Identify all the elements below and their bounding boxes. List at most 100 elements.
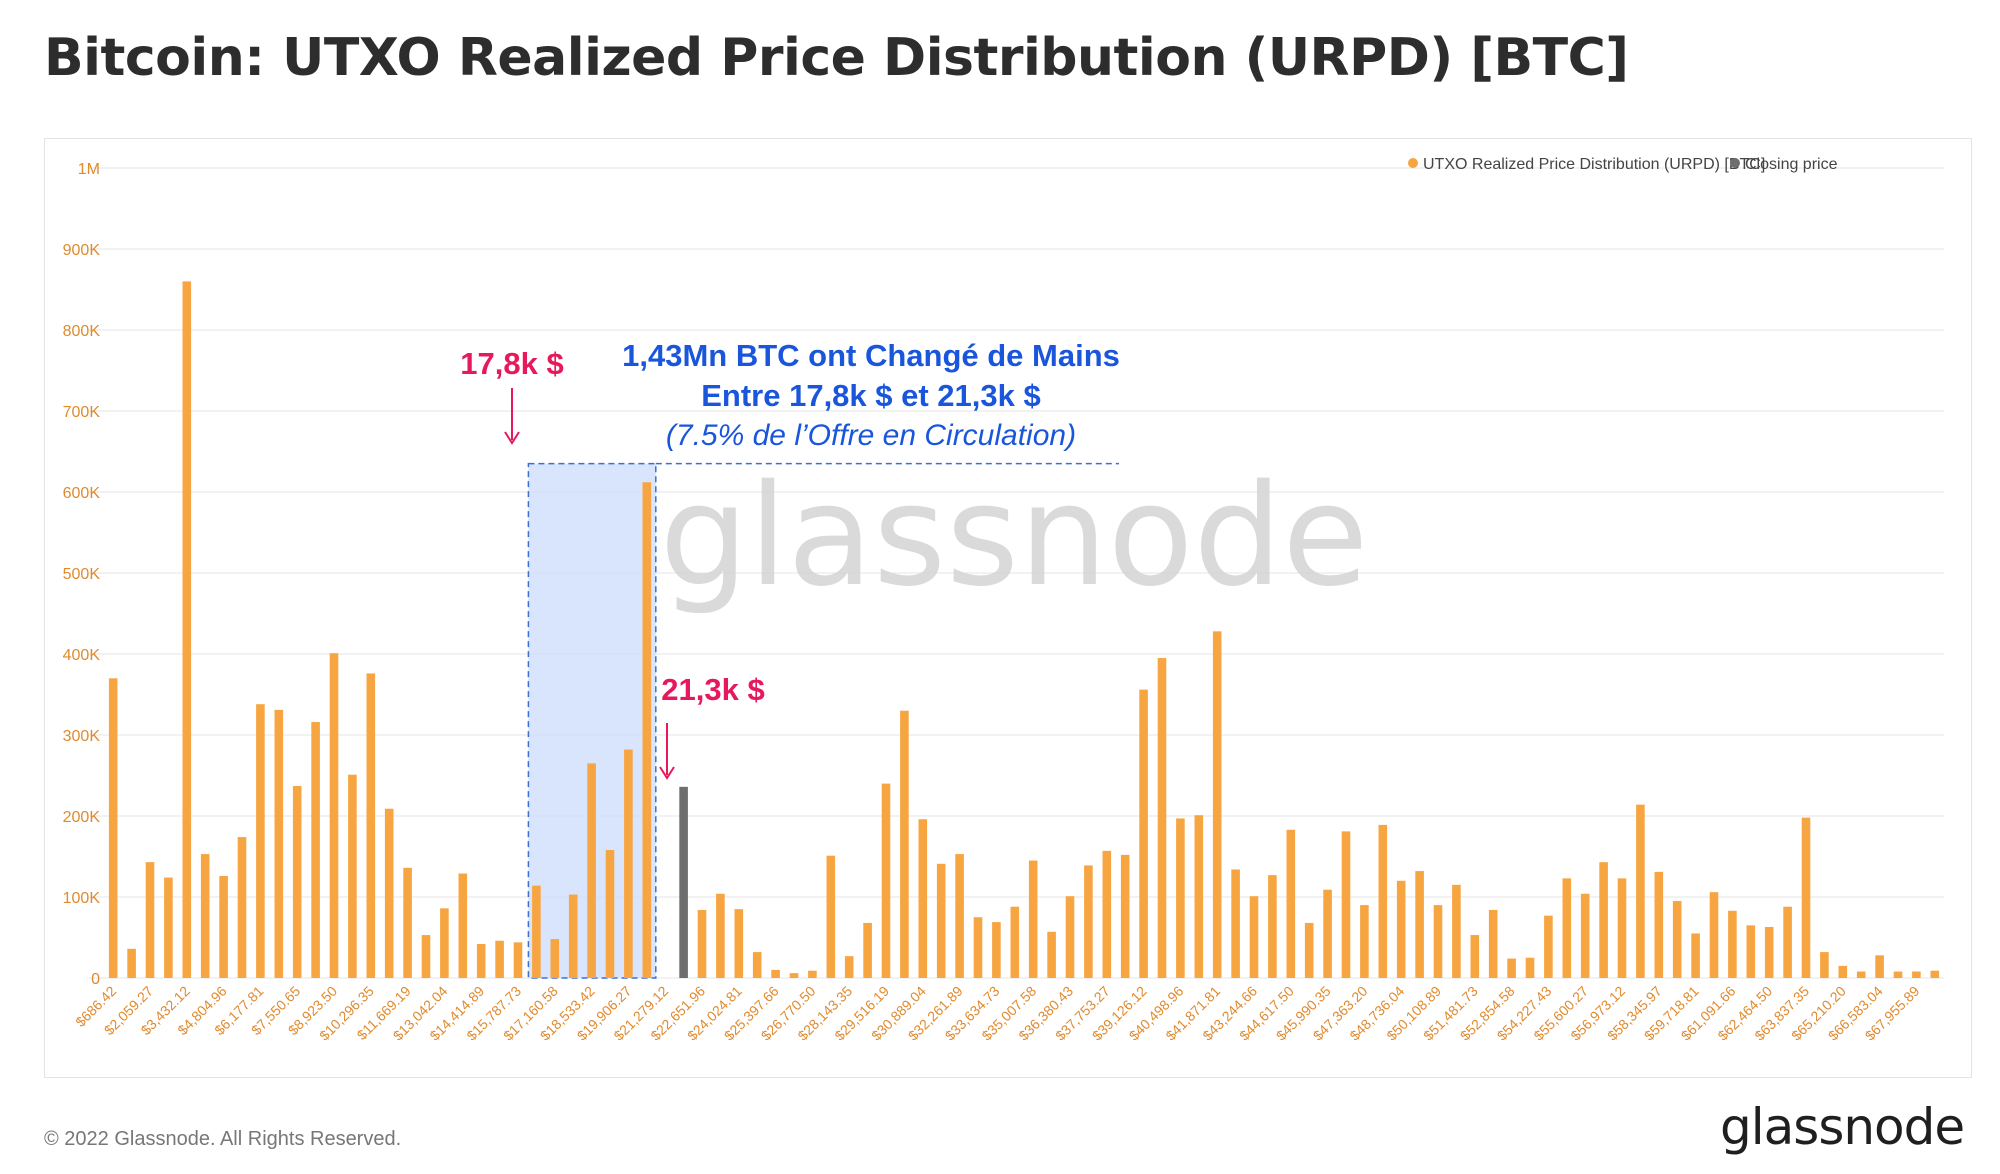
urpd-bar xyxy=(1783,906,1792,978)
closing-price-bar xyxy=(679,786,688,978)
arrow-left-head xyxy=(504,431,520,445)
urpd-bar xyxy=(1047,931,1056,978)
urpd-bar xyxy=(826,855,836,978)
urpd-bar xyxy=(1396,880,1406,978)
urpd-bar xyxy=(164,877,173,978)
annotation-left-price: 17,8k $ xyxy=(460,346,563,381)
urpd-bar xyxy=(1102,850,1112,978)
urpd-bar xyxy=(1544,915,1553,978)
urpd-bar xyxy=(237,837,247,978)
urpd-bar xyxy=(1028,860,1038,978)
urpd-bar xyxy=(550,939,560,978)
urpd-bar xyxy=(127,948,136,978)
footer-copyright: © 2022 Glassnode. All Rights Reserved. xyxy=(44,1128,402,1150)
urpd-bar xyxy=(1636,804,1645,978)
y-axis: 0 100K 200K 300K 400K 500K 600K 700K 800K 900K 1M xyxy=(63,161,101,988)
urpd-bar xyxy=(936,863,946,978)
urpd-bar xyxy=(568,894,578,978)
annotation-box-line1: 1,43Mn BTC ont Changé de Mains xyxy=(622,338,1120,373)
urpd-bar xyxy=(863,922,872,978)
urpd-bar xyxy=(1617,878,1627,978)
urpd-bar xyxy=(881,783,891,978)
urpd-bar xyxy=(1212,631,1222,978)
urpd-bar xyxy=(587,763,596,978)
urpd-bar xyxy=(955,854,964,978)
y-tick-label: 900K xyxy=(63,242,101,259)
urpd-bar xyxy=(734,909,744,978)
urpd-bar xyxy=(1930,970,1940,978)
urpd-bar xyxy=(458,873,468,978)
annotation-box-line2: Entre 17,8k $ et 21,3k $ xyxy=(701,378,1041,413)
urpd-bar xyxy=(348,774,357,978)
urpd-bar xyxy=(1801,817,1811,978)
urpd-chart: 0100K200K300K400K500K600K700K800K900K1M … xyxy=(44,138,1972,1078)
urpd-bar xyxy=(1746,925,1756,978)
urpd-bar xyxy=(716,893,725,978)
urpd-bar xyxy=(421,935,431,978)
urpd-bar xyxy=(1249,896,1259,978)
urpd-bar xyxy=(513,942,523,978)
y-tick-label: 500K xyxy=(63,566,101,583)
urpd-bar xyxy=(1728,910,1737,978)
legend-label-closing: Closing price xyxy=(1745,156,1838,173)
urpd-bar xyxy=(1268,875,1277,978)
urpd-bar xyxy=(495,940,504,978)
urpd-bar xyxy=(1709,892,1719,978)
y-tick-label: 700K xyxy=(63,404,101,421)
urpd-bar xyxy=(752,952,762,978)
urpd-bar xyxy=(1599,862,1608,978)
urpd-bar xyxy=(1893,971,1903,978)
urpd-bar xyxy=(1452,884,1461,978)
urpd-bar xyxy=(1084,865,1093,978)
urpd-bar xyxy=(1194,815,1204,978)
urpd-bar xyxy=(1875,955,1884,978)
legend-dot-closing xyxy=(1730,158,1740,168)
urpd-bar xyxy=(844,956,854,978)
urpd-bar xyxy=(145,862,155,978)
urpd-bar xyxy=(1562,878,1572,978)
urpd-bar xyxy=(1286,829,1296,978)
legend-label-urpd: UTXO Realized Price Distribution (URPD) … xyxy=(1423,156,1765,173)
urpd-bar xyxy=(642,482,652,978)
urpd-bar xyxy=(1304,922,1314,978)
urpd-bar xyxy=(1838,965,1848,978)
urpd-bar xyxy=(1120,854,1130,978)
urpd-bar xyxy=(1525,957,1535,978)
urpd-bar xyxy=(1378,824,1388,978)
annotation-right-price: 21,3k $ xyxy=(661,672,764,707)
urpd-bar xyxy=(108,678,118,978)
urpd-bar xyxy=(200,854,210,978)
chart-border xyxy=(44,138,1972,1078)
urpd-bar xyxy=(1010,906,1020,978)
bars xyxy=(108,281,1940,978)
urpd-bar xyxy=(1176,818,1185,978)
urpd-bar xyxy=(384,808,394,978)
y-tick-label: 100K xyxy=(63,890,101,907)
urpd-bar xyxy=(771,969,780,978)
urpd-bar xyxy=(1488,909,1498,978)
urpd-bar xyxy=(1672,901,1682,978)
legend-dot-urpd xyxy=(1408,158,1418,168)
y-tick-label: 600K xyxy=(63,485,101,502)
urpd-bar xyxy=(918,819,928,978)
urpd-bar xyxy=(624,749,633,978)
legend: UTXO Realized Price Distribution (URPD) … xyxy=(1408,156,1838,173)
urpd-bar xyxy=(1820,952,1829,978)
urpd-bar xyxy=(440,908,449,978)
urpd-bar xyxy=(992,922,1001,978)
urpd-bar xyxy=(1691,933,1700,978)
urpd-bar xyxy=(1856,971,1866,978)
urpd-bar xyxy=(973,917,983,978)
urpd-bar xyxy=(789,973,799,978)
urpd-bar xyxy=(1507,958,1516,978)
y-tick-label: 400K xyxy=(63,647,101,664)
glassnode-logo: glassnode xyxy=(1720,1098,1965,1156)
urpd-bar xyxy=(697,909,707,978)
urpd-bar xyxy=(605,850,615,978)
urpd-bar xyxy=(1912,971,1921,978)
urpd-bar xyxy=(1580,893,1590,978)
urpd-bar xyxy=(329,653,339,978)
urpd-bar xyxy=(1139,689,1148,978)
urpd-bar xyxy=(1654,871,1664,978)
urpd-bar xyxy=(808,970,817,978)
